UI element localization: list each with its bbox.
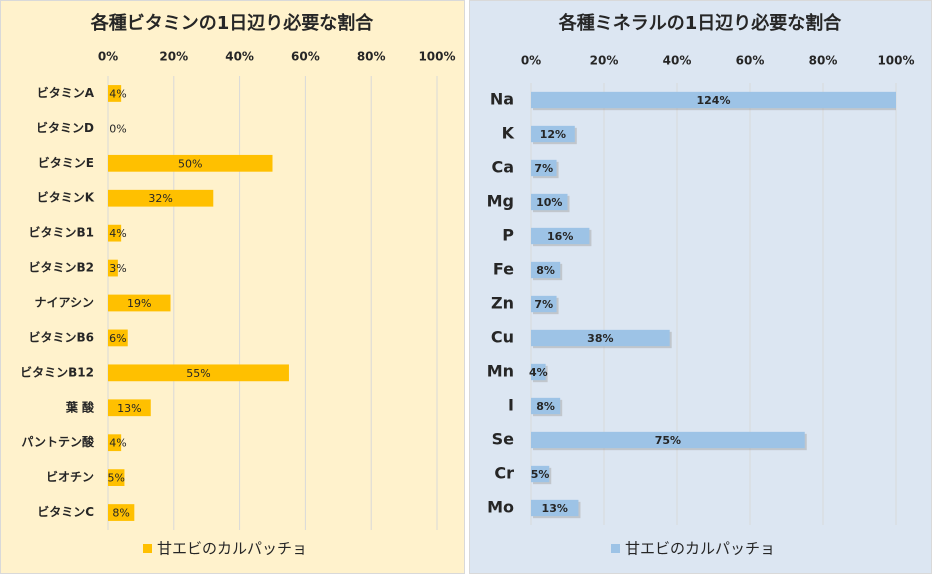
bar — [531, 159, 557, 177]
data-label: 4% — [109, 87, 126, 100]
y-tick-label: I — [508, 396, 514, 415]
y-tick-label: Zn — [491, 294, 514, 313]
data-label: 13% — [542, 502, 568, 515]
panel-background — [0, 0, 465, 574]
bar — [108, 154, 273, 172]
y-tick-label: Mo — [487, 498, 514, 517]
y-tick-label: 葉 酸 — [65, 399, 95, 414]
data-label: 16% — [547, 230, 573, 243]
bar — [108, 399, 151, 417]
x-tick-label: 20% — [590, 54, 619, 68]
y-tick-label: Na — [490, 90, 514, 109]
bar — [531, 261, 561, 279]
bar — [108, 294, 171, 312]
data-label: 75% — [655, 434, 681, 447]
y-tick-label: ビタミンA — [37, 85, 95, 100]
y-tick-label: ビタミンC — [37, 504, 94, 519]
bar — [108, 469, 125, 486]
x-tick-label: 80% — [357, 50, 386, 64]
bar — [108, 189, 214, 207]
x-tick-label: 0% — [521, 54, 541, 68]
y-tick-label: ビタミンB6 — [29, 329, 95, 344]
data-label: 55% — [186, 367, 210, 380]
y-tick-label: Cr — [494, 464, 514, 483]
data-label: 7% — [534, 298, 553, 311]
legend-label: 甘エビのカルパッチョ — [157, 540, 307, 558]
legend-swatch — [143, 544, 152, 553]
data-label: 5% — [531, 468, 550, 481]
y-tick-label: P — [502, 226, 514, 245]
bar — [531, 227, 590, 245]
bar — [108, 224, 122, 242]
bar — [531, 295, 557, 313]
data-label: 8% — [536, 264, 555, 277]
bar — [531, 91, 896, 109]
x-tick-label: 80% — [809, 54, 838, 68]
y-tick-label: ナイアシン — [34, 296, 94, 310]
bar — [531, 397, 561, 415]
y-tick-label: ビタミンD — [36, 120, 94, 135]
bar — [108, 85, 122, 102]
panel-background — [469, 0, 932, 574]
bar — [108, 329, 128, 347]
bar — [531, 499, 579, 517]
bar — [108, 434, 122, 452]
x-tick-label: 40% — [663, 54, 692, 68]
data-label: 8% — [112, 507, 129, 520]
data-label: 4% — [109, 227, 126, 240]
x-tick-label: 20% — [159, 50, 188, 64]
data-label: 10% — [536, 196, 562, 209]
bar — [531, 193, 568, 211]
data-label: 124% — [697, 94, 731, 107]
x-tick-label: 100% — [418, 50, 455, 64]
bar — [108, 259, 118, 277]
data-label: 5% — [107, 472, 124, 485]
data-label: 4% — [109, 437, 126, 450]
data-label: 0% — [109, 122, 126, 135]
bar — [108, 504, 135, 521]
y-tick-label: ビタミンB2 — [29, 260, 95, 275]
data-label: 7% — [534, 162, 553, 175]
data-label: 12% — [540, 128, 566, 141]
data-label: 3% — [109, 262, 126, 275]
x-tick-label: 60% — [736, 54, 765, 68]
y-tick-label: ビオチン — [46, 469, 94, 484]
y-tick-label: Se — [492, 430, 515, 449]
bar — [531, 363, 546, 381]
legend-swatch — [611, 544, 620, 553]
x-tick-label: 60% — [291, 50, 320, 64]
data-label: 6% — [109, 332, 126, 345]
y-tick-label: ビタミンK — [37, 190, 95, 205]
legend-label: 甘エビのカルパッチョ — [625, 540, 775, 558]
y-tick-label: Ca — [491, 158, 514, 177]
bar — [108, 364, 289, 382]
y-tick-label: ビタミンB1 — [29, 225, 95, 240]
data-label: 13% — [117, 402, 141, 415]
y-tick-label: Fe — [493, 260, 514, 279]
x-tick-label: 40% — [225, 50, 254, 64]
bar — [531, 431, 805, 449]
y-tick-label: パントテン酸 — [21, 434, 95, 449]
data-label: 4% — [529, 366, 548, 379]
bar — [531, 329, 670, 347]
y-tick-label: ビタミンE — [38, 155, 94, 170]
data-label: 19% — [127, 297, 151, 310]
chart-title: 各種ミネラルの1日辺り必要な割合 — [558, 12, 843, 34]
y-tick-label: Mg — [487, 192, 514, 211]
data-label: 8% — [536, 400, 555, 413]
data-label: 50% — [178, 157, 202, 170]
bar — [531, 125, 575, 143]
y-tick-label: Cu — [491, 328, 514, 347]
y-tick-label: K — [502, 124, 515, 143]
y-tick-label: Mn — [487, 362, 514, 381]
data-label: 38% — [587, 332, 613, 345]
bar — [531, 465, 550, 483]
y-tick-label: ビタミンB12 — [20, 364, 94, 379]
x-tick-label: 0% — [98, 50, 118, 64]
x-tick-label: 100% — [877, 54, 914, 68]
chart-title: 各種ビタミンの1日辺り必要な割合 — [90, 12, 375, 34]
data-label: 32% — [148, 192, 172, 205]
